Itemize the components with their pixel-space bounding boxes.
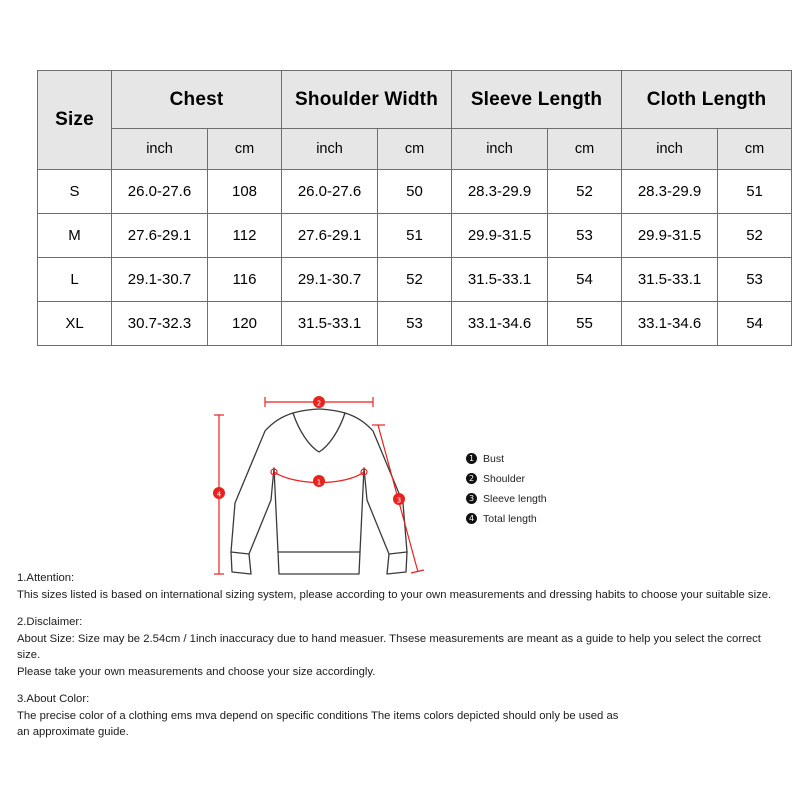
- number-badge-3-icon: 3: [466, 493, 477, 504]
- cell-sleeve-cm: 52: [547, 169, 623, 214]
- cell-chest-cm: 112: [206, 213, 283, 258]
- svg-text:3: 3: [397, 497, 401, 505]
- cell-cloth-inch: 33.1-34.6: [621, 301, 719, 346]
- garment-measurement-diagram: 1 2 3 4: [205, 382, 445, 587]
- cell-sleeve-inch: 31.5-33.1: [451, 257, 549, 302]
- cell-chest-inch: 26.0-27.6: [111, 169, 208, 214]
- cell-sleeve-inch: 29.9-31.5: [451, 213, 549, 258]
- column-header-sleeve-length: Sleeve Length: [451, 70, 623, 129]
- unit-header-sleeve-inch: inch: [451, 128, 549, 170]
- cell-chest-cm: 108: [206, 169, 283, 214]
- cell-shoulder-cm: 52: [377, 257, 453, 302]
- legend-label-sleeve-length: Sleeve length: [483, 492, 547, 505]
- number-badge-1-icon: 1: [466, 453, 477, 464]
- marker-total-length: 4: [213, 487, 225, 499]
- size-chart-table: Size Chest Shoulder Width Sleeve Length …: [37, 70, 793, 346]
- cell-chest-cm: 116: [206, 257, 283, 302]
- marker-sleeve-length: 3: [393, 493, 405, 505]
- cell-shoulder-inch: 26.0-27.6: [281, 169, 379, 214]
- legend-label-bust: Bust: [483, 452, 505, 465]
- unit-header-sleeve-cm: cm: [547, 128, 623, 170]
- cell-cloth-inch: 31.5-33.1: [621, 257, 719, 302]
- legend-item-shoulder: 2 Shoulder: [466, 469, 596, 488]
- cell-shoulder-cm: 50: [377, 169, 453, 214]
- cell-size: M: [37, 213, 112, 258]
- note-about-color-line-2: an approximate guide.: [17, 726, 129, 738]
- cell-chest-inch: 27.6-29.1: [111, 213, 208, 258]
- table-row: XL 30.7-32.3 120 31.5-33.1 53 33.1-34.6 …: [37, 301, 793, 346]
- cell-sleeve-inch: 33.1-34.6: [451, 301, 549, 346]
- column-header-cloth-length: Cloth Length: [621, 70, 793, 129]
- cell-size: L: [37, 257, 112, 302]
- cell-shoulder-cm: 51: [377, 213, 453, 258]
- note-disclaimer-title: 2.Disclaimer:: [17, 616, 83, 628]
- number-badge-4-icon: 4: [466, 513, 477, 524]
- cell-chest-inch: 30.7-32.3: [111, 301, 208, 346]
- note-attention-title: 1.Attention:: [17, 572, 75, 584]
- cell-cloth-inch: 29.9-31.5: [621, 213, 719, 258]
- note-disclaimer: 2.Disclaimer: About Size: Size may be 2.…: [17, 614, 787, 680]
- unit-header-shoulder-cm: cm: [377, 128, 453, 170]
- table-row: S 26.0-27.6 108 26.0-27.6 50 28.3-29.9 5…: [37, 169, 793, 214]
- footer-notes: 1.Attention: This sizes listed is based …: [17, 570, 787, 752]
- column-header-shoulder-width: Shoulder Width: [281, 70, 453, 129]
- legend-label-total-length: Total length: [483, 512, 537, 525]
- note-about-color-title: 3.About Color:: [17, 693, 90, 705]
- column-header-size: Size: [37, 70, 112, 170]
- cell-cloth-cm: 52: [717, 213, 793, 258]
- legend-item-sleeve-length: 3 Sleeve length: [466, 489, 596, 508]
- cell-shoulder-inch: 27.6-29.1: [281, 213, 379, 258]
- unit-header-shoulder-inch: inch: [281, 128, 379, 170]
- note-disclaimer-line-1: About Size: Size may be 2.54cm / 1inch i…: [17, 632, 761, 662]
- note-about-color-line-1: The precise color of a clothing ems mva …: [17, 709, 619, 722]
- note-disclaimer-line-2: Please take your own measurements and ch…: [17, 665, 376, 678]
- marker-shoulder: 2: [313, 396, 325, 408]
- cell-cloth-cm: 53: [717, 257, 793, 302]
- cell-sleeve-cm: 54: [547, 257, 623, 302]
- table-row: M 27.6-29.1 112 27.6-29.1 51 29.9-31.5 5…: [37, 213, 793, 258]
- cell-chest-cm: 120: [206, 301, 283, 346]
- column-header-chest: Chest: [110, 70, 283, 129]
- unit-header-chest-inch: inch: [111, 128, 208, 170]
- unit-header-chest-cm: cm: [206, 128, 283, 170]
- note-about-color: 3.About Color: The precise color of a cl…: [17, 691, 787, 741]
- marker-bust: 1: [313, 475, 325, 487]
- table-header-units-row: inch cm inch cm inch cm inch cm: [38, 128, 793, 170]
- cell-shoulder-inch: 31.5-33.1: [281, 301, 379, 346]
- note-attention-line-1: This sizes listed is based on internatio…: [17, 588, 772, 601]
- cell-sleeve-cm: 53: [547, 213, 623, 258]
- diagram-markers: 1 2 3 4: [213, 396, 405, 505]
- svg-text:1: 1: [317, 479, 321, 487]
- cell-size: S: [37, 169, 112, 214]
- cell-cloth-cm: 51: [717, 169, 793, 214]
- cell-sleeve-cm: 55: [547, 301, 623, 346]
- number-badge-2-icon: 2: [466, 473, 477, 484]
- unit-header-cloth-cm: cm: [717, 128, 793, 170]
- size-chart-table-container: Size Chest Shoulder Width Sleeve Length …: [37, 70, 793, 346]
- svg-text:4: 4: [217, 491, 222, 499]
- note-attention: 1.Attention: This sizes listed is based …: [17, 570, 787, 603]
- sweater-outline-icon: [230, 408, 408, 575]
- cell-cloth-cm: 54: [717, 301, 793, 346]
- unit-header-cloth-inch: inch: [621, 128, 719, 170]
- table-header-main-row: Size Chest Shoulder Width Sleeve Length …: [37, 70, 793, 170]
- cell-shoulder-inch: 29.1-30.7: [281, 257, 379, 302]
- table-row: L 29.1-30.7 116 29.1-30.7 52 31.5-33.1 5…: [37, 257, 793, 302]
- cell-chest-inch: 29.1-30.7: [111, 257, 208, 302]
- cell-size: XL: [37, 301, 112, 346]
- svg-text:2: 2: [317, 400, 321, 408]
- legend-item-total-length: 4 Total length: [466, 509, 596, 528]
- measurement-legend: 1 Bust 2 Shoulder 3 Sleeve length 4 Tota…: [466, 449, 596, 529]
- legend-item-bust: 1 Bust: [466, 449, 596, 468]
- cell-cloth-inch: 28.3-29.9: [621, 169, 719, 214]
- cell-sleeve-inch: 28.3-29.9: [451, 169, 549, 214]
- cell-shoulder-cm: 53: [377, 301, 453, 346]
- legend-label-shoulder: Shoulder: [483, 472, 526, 485]
